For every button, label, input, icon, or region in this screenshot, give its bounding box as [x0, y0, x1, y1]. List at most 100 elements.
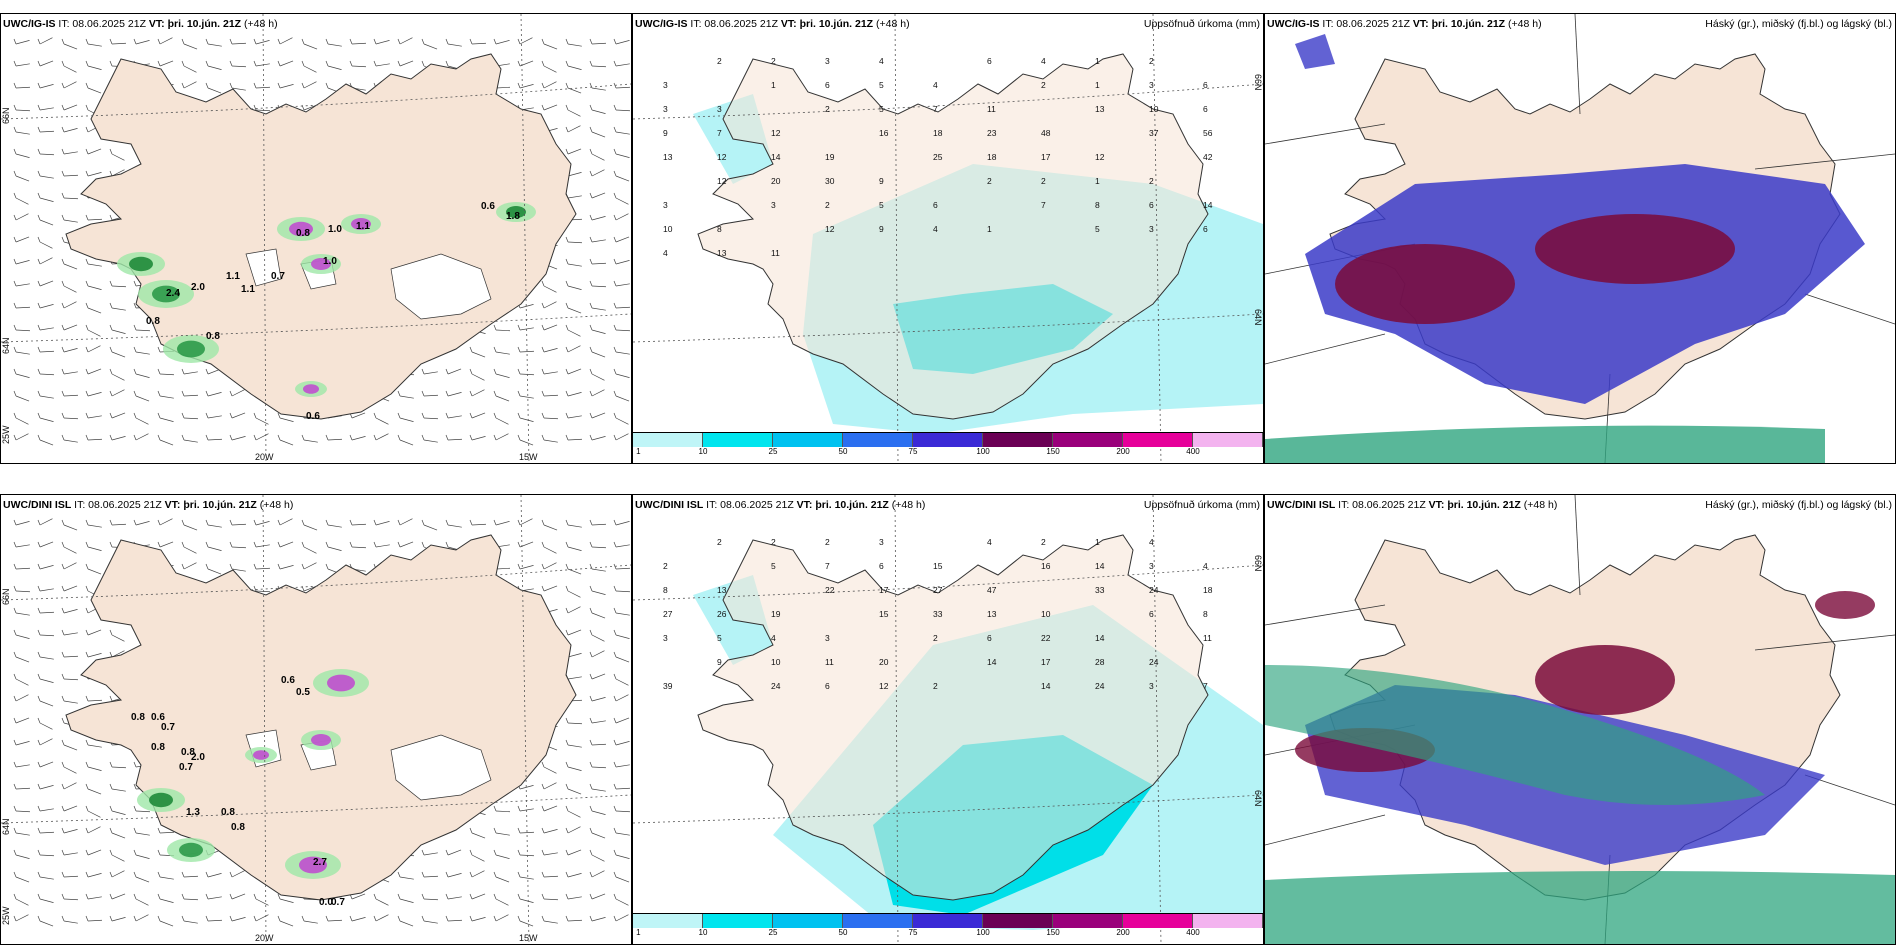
wind-barb-feather [61, 761, 65, 768]
wind-barb [567, 744, 582, 748]
precip-value: 30 [825, 176, 835, 186]
wind-barb [447, 849, 462, 856]
wind-barb-feather [277, 519, 281, 526]
wind-barb-feather [229, 519, 233, 526]
lat-label: 64N [1253, 790, 1263, 807]
colorbar-segment [843, 914, 913, 928]
wind-barb [159, 395, 174, 399]
wind-barb [495, 417, 509, 425]
wind-barb [495, 86, 510, 89]
wind-barb [591, 239, 606, 243]
wind-barb [135, 395, 150, 402]
wind-barb [543, 394, 558, 397]
precip-value: 7 [825, 561, 830, 571]
wind-barb-feather [181, 871, 185, 878]
precip-value: 17 [1041, 152, 1051, 162]
wind-barb-feather [13, 302, 17, 309]
grid-line [1574, 495, 1581, 596]
precip-value: 2 [933, 633, 938, 643]
wind-barb [303, 65, 317, 73]
wind-barb-feather [37, 629, 41, 636]
wind-barb-feather [517, 324, 521, 331]
wind-barb [519, 439, 534, 446]
precip-core [253, 750, 269, 760]
wind-barb [279, 37, 293, 45]
colorbar-tick: 100 [976, 928, 990, 937]
precip-value: 14 [1203, 200, 1213, 210]
wind-barb-feather [181, 82, 185, 89]
wind-barb-feather [613, 739, 617, 746]
wind-barb-feather [541, 761, 545, 768]
wind-barb-feather [613, 126, 617, 133]
wind-barb-feather [493, 368, 497, 375]
wind-barb [519, 808, 534, 812]
wind-barb [303, 562, 317, 570]
precip-value: 0.6 [481, 201, 495, 212]
wind-barb [615, 260, 630, 265]
wind-barb-feather [373, 60, 377, 67]
wind-barb-feather [589, 783, 593, 790]
wind-barb-feather [301, 38, 305, 45]
wind-barb [279, 898, 294, 903]
wind-barb [591, 262, 606, 265]
precip-value: 0.6 [151, 712, 165, 723]
wind-barb [591, 307, 606, 311]
colorbar-tick: 1 [636, 447, 641, 456]
precip-value: 14 [1041, 681, 1051, 691]
wind-barb [135, 417, 149, 425]
wind-barb [15, 86, 30, 89]
wind-barb-feather [13, 412, 17, 419]
wind-barb-feather [613, 673, 617, 680]
wind-barb [495, 832, 510, 836]
precip-value: 14 [1095, 561, 1105, 571]
wind-barb-feather [301, 434, 305, 441]
wind-barb [567, 590, 581, 598]
wind-barb [63, 394, 78, 397]
wind-barb [39, 920, 54, 927]
wind-barb [63, 348, 78, 353]
wind-barb [327, 43, 342, 47]
lat-label: 66N [1, 588, 11, 605]
wind-barb-feather [445, 368, 449, 375]
wind-barb [15, 694, 29, 702]
panel-header: UWC/IG-IS IT: 08.06.2025 21Z VT: þri. 10… [635, 18, 910, 30]
wind-barb-feather [13, 258, 17, 265]
wind-barb-feather [565, 104, 569, 111]
wind-barb-feather [61, 915, 65, 922]
wind-barb-feather [565, 82, 569, 89]
wind-barb-feather [85, 412, 89, 419]
wind-barb [615, 131, 630, 135]
wind-barb [15, 612, 30, 616]
precip-value: 8 [717, 224, 722, 234]
wind-barb-feather [205, 368, 209, 375]
wind-barb [111, 766, 126, 769]
wind-barb [15, 260, 30, 265]
wind-barb-feather [109, 346, 113, 353]
precip-value: 6 [879, 561, 884, 571]
wind-barb [111, 351, 126, 358]
wind-barb-feather [421, 390, 425, 397]
wind-barb [63, 829, 78, 834]
precip-value: 3 [1149, 681, 1154, 691]
wind-barb-feather [37, 170, 41, 177]
wind-barb-feather [541, 915, 545, 922]
wind-barb [543, 829, 558, 834]
wind-barb [135, 373, 150, 378]
wind-barb [87, 329, 101, 337]
wind-barb [591, 673, 606, 680]
wind-barb [591, 854, 605, 862]
wind-barb [591, 917, 606, 922]
precip-value: 4 [771, 633, 776, 643]
wind-barb-feather [85, 258, 89, 265]
wind-barb [183, 875, 198, 878]
precip-patches [137, 669, 369, 879]
wind-barb [447, 873, 462, 878]
wind-barb-feather [85, 302, 89, 309]
wind-barb [591, 650, 605, 658]
wind-barb [495, 914, 509, 922]
wind-barb [567, 307, 582, 314]
wind-barb-feather [85, 827, 89, 834]
wind-barb-feather [421, 434, 425, 441]
wind-barb-feather [349, 38, 353, 45]
graticule [1, 495, 631, 944]
